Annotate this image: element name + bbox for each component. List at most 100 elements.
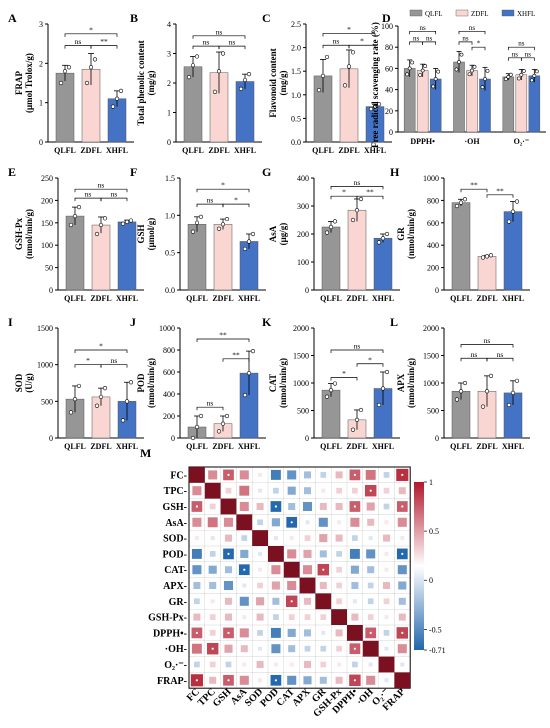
data-point: [483, 77, 487, 81]
y-tick-label: 0: [389, 128, 393, 137]
data-point: [433, 77, 438, 81]
significance-bracket: [348, 44, 376, 49]
significance-label: *: [360, 37, 364, 46]
bar-qlfl: [321, 389, 341, 439]
heatmap-cell: [191, 548, 202, 559]
heatmap-cell: [382, 534, 391, 542]
heatmap-cell: [384, 567, 389, 572]
data-point: [124, 399, 130, 404]
colorbar-tick-label: 0: [429, 576, 433, 585]
data-point: [521, 69, 526, 73]
data-point: [250, 349, 256, 354]
y-axis-label: CAT: [268, 374, 278, 392]
legend-swatch: [409, 9, 423, 17]
heatmap-cell: [239, 470, 249, 480]
y-tick-label: 200: [427, 264, 439, 273]
heatmap-cell: [398, 597, 406, 605]
heatmap-cell: [242, 615, 247, 620]
data-point: [332, 381, 338, 386]
significance-bracket: [74, 349, 128, 353]
significance-dot: [290, 521, 293, 524]
heatmap-cell: [192, 565, 202, 575]
bar-xhfl: [373, 237, 393, 291]
data-point: [120, 418, 126, 423]
significance-label: ns: [469, 24, 476, 32]
significance-bracket: [409, 30, 437, 35]
y-tick-label: 800: [163, 346, 175, 355]
row-label: GR-: [169, 597, 187, 608]
data-point: [470, 68, 474, 73]
heatmap-cell: [271, 518, 280, 527]
y-axis-label: APX: [396, 373, 406, 392]
x-tick-label: XHFL: [238, 294, 260, 303]
significance-label: ns: [111, 190, 118, 199]
data-point: [62, 69, 68, 74]
heatmap-cell: [303, 471, 312, 479]
heatmap-cell: [209, 581, 217, 590]
significance-dot: [227, 679, 230, 682]
heatmap-cell: [209, 503, 216, 510]
data-point: [485, 68, 490, 73]
panel-letter: I: [8, 315, 13, 329]
heatmap-cell: [194, 536, 199, 541]
data-point: [238, 86, 244, 91]
x-tick-label: DPPH•: [410, 137, 435, 146]
y-axis-unit: (nmol/min/g): [146, 358, 156, 408]
y-tick-label: 0: [305, 286, 309, 295]
heatmap-cell: [210, 599, 215, 604]
data-point: [332, 219, 338, 224]
heatmap-cell: [320, 472, 327, 478]
significance-label: ns: [471, 350, 478, 359]
data-point: [423, 64, 428, 68]
significance-bracket: [100, 364, 128, 368]
x-tick-label: ZDFL: [338, 146, 359, 155]
data-point: [88, 65, 94, 70]
significance-label: *: [221, 181, 225, 190]
data-point: [516, 76, 521, 81]
data-point: [384, 231, 390, 237]
heatmap-cell: [194, 598, 200, 605]
heatmap-cell: [350, 565, 359, 574]
row-label: O₂·⁻-: [164, 660, 187, 671]
significance-bracket: [330, 186, 384, 190]
heatmap-cell-diagonal: [252, 530, 268, 546]
legend-swatch: [501, 9, 515, 17]
significance-bracket: [458, 41, 473, 45]
data-point: [324, 230, 330, 235]
heatmap-cell: [320, 661, 327, 668]
significance-dot: [195, 505, 198, 508]
heatmap-cell: [258, 472, 263, 477]
data-point: [458, 389, 464, 394]
row-label: TPC-: [164, 486, 187, 497]
significance-dot: [290, 600, 293, 603]
significance-label: *: [89, 25, 93, 34]
panel-b: B 0 1 2 3 4 Total phenolic content (mg/g) QLFL ZD…: [130, 11, 262, 155]
data-point: [110, 104, 116, 109]
data-point: [532, 73, 537, 78]
bar-xhfl: [235, 81, 255, 143]
y-tick-label: 2000: [423, 324, 439, 333]
significance-label: *: [342, 369, 346, 378]
data-point: [242, 77, 248, 83]
y-axis-label: AsA: [268, 225, 278, 242]
data-point: [94, 403, 100, 408]
heatmap-cell: [191, 643, 202, 654]
panel-letter: G: [262, 165, 271, 179]
x-tick-label: ZDFL: [476, 294, 497, 303]
heatmap-cell: [239, 485, 250, 496]
heatmap-cell: [352, 487, 358, 494]
heatmap-cell: [270, 627, 281, 638]
significance-label: ns: [420, 24, 427, 32]
heatmap-cell: [335, 676, 343, 684]
panel-k: K 0 500 1000 1500 2000 CAT (nmol/min/g) QLFL ZDFL…: [262, 315, 400, 451]
significance-bracket: [458, 30, 486, 35]
data-point: [529, 78, 534, 83]
bar-qlfl: [187, 224, 207, 291]
data-point: [68, 222, 74, 228]
x-tick-label: QLFL: [64, 442, 86, 451]
heatmap-cell: [209, 676, 217, 684]
heatmap-cell: [384, 678, 389, 683]
significance-bracket: [218, 45, 246, 50]
